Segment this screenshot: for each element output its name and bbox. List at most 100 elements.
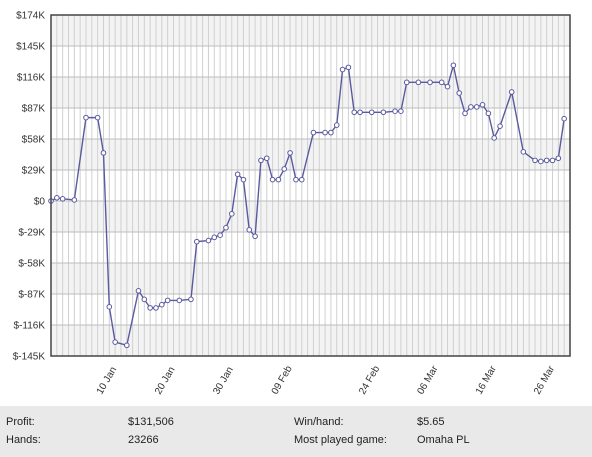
data-point [450,62,457,69]
hands-value: 23266 [128,434,159,446]
hands-label: Hands: [6,434,41,446]
data-point [438,79,445,86]
y-tick-label: $145K [16,42,45,53]
profit-value: $131,506 [128,416,174,428]
data-point [415,79,422,86]
data-point [298,176,305,183]
data-point [287,150,293,156]
data-point [333,122,340,128]
grid-band [51,263,570,294]
data-point [532,157,538,164]
data-point [100,150,107,156]
data-point [485,110,492,117]
y-tick-label: $174K [16,11,45,22]
data-point [83,114,89,121]
grid-band [51,77,570,108]
data-point [135,287,142,294]
data-point [479,101,486,108]
grid-band [51,232,570,263]
profit-label: Profit: [6,416,35,428]
x-tick-label: 30 Jan [211,365,236,397]
data-point [339,66,346,73]
data-point [258,157,264,164]
y-tick-label: $-145K [13,352,46,363]
data-point [322,129,328,136]
data-point [462,110,468,117]
data-point [54,194,60,201]
plot-frame [50,14,571,357]
data-point [246,227,253,233]
data-point [59,196,66,202]
grid-band [51,15,570,46]
data-point [555,155,562,162]
y-tick-label: $116K [17,73,46,84]
data-point [310,129,317,136]
y-tick-label: $0 [34,197,46,208]
data-point [403,79,410,86]
data-point [228,211,235,217]
y-tick-label: $-29K [18,228,45,239]
data-point [205,237,212,244]
data-point [94,114,101,121]
data-point [223,224,229,231]
x-tick-label: 06 Mar [415,363,440,396]
stats-panel: Profit: $131,506 Win/hand: $5.65 Hands: … [0,406,592,457]
data-point [188,296,194,303]
x-tick-label: 09 Feb [270,364,295,397]
series-line [50,64,565,347]
data-point [293,176,299,183]
data-point [468,104,474,110]
data-point [538,158,544,165]
y-tick-label: $-116K [13,321,45,332]
data-point [217,232,223,239]
data-point [240,176,247,183]
data-point [392,108,398,115]
data-point [345,64,352,71]
most-played-game-label: Most played game: [294,434,387,446]
data-point [153,305,159,311]
most-played-game-value: Omaha PL [417,434,470,446]
data-point [357,109,363,116]
data-point [549,157,556,164]
data-point [147,305,153,311]
data-point [281,166,288,172]
data-point [520,149,527,155]
data-point [124,342,130,349]
profit-chart: $174K $145K $116K $87K $58K $29K $0 $-29K $-58K $… [13,11,571,397]
data-point [543,157,550,164]
data-point [380,109,387,116]
y-tick-label: $-58K [18,259,45,270]
win-per-hand-label: Win/hand: [294,416,344,428]
data-point [508,89,515,95]
data-point [263,155,270,162]
grid-band [51,201,570,232]
data-point [473,104,480,110]
grid-band [51,325,570,356]
data-point [444,83,451,90]
data-point [176,297,183,304]
data-point [158,301,165,308]
x-tick-label: 26 Mar [532,363,557,396]
data-point [398,108,404,115]
x-tick-label: 16 Mar [474,363,499,396]
data-point [497,123,503,129]
y-tick-label: $58K [22,135,46,146]
data-point [112,339,118,345]
data-point [368,109,375,116]
x-tick-label: 10 Jan [95,365,120,397]
grid-band [51,170,570,201]
grid-band [51,46,570,77]
data-point [456,90,463,96]
data-point [351,109,358,116]
data-point [193,238,200,245]
data-point [106,304,113,310]
grid-band [51,108,570,139]
y-tick-label: $29K [22,166,46,177]
chart-svg: $174K $145K $116K $87K $58K $29K $0 $-29K $-58K $… [13,11,571,397]
data-point [427,79,433,86]
data-point [164,297,171,304]
x-tick-label: 24 Feb [357,364,382,397]
data-point [71,197,78,203]
data-point [491,135,497,141]
data-point [561,115,567,122]
